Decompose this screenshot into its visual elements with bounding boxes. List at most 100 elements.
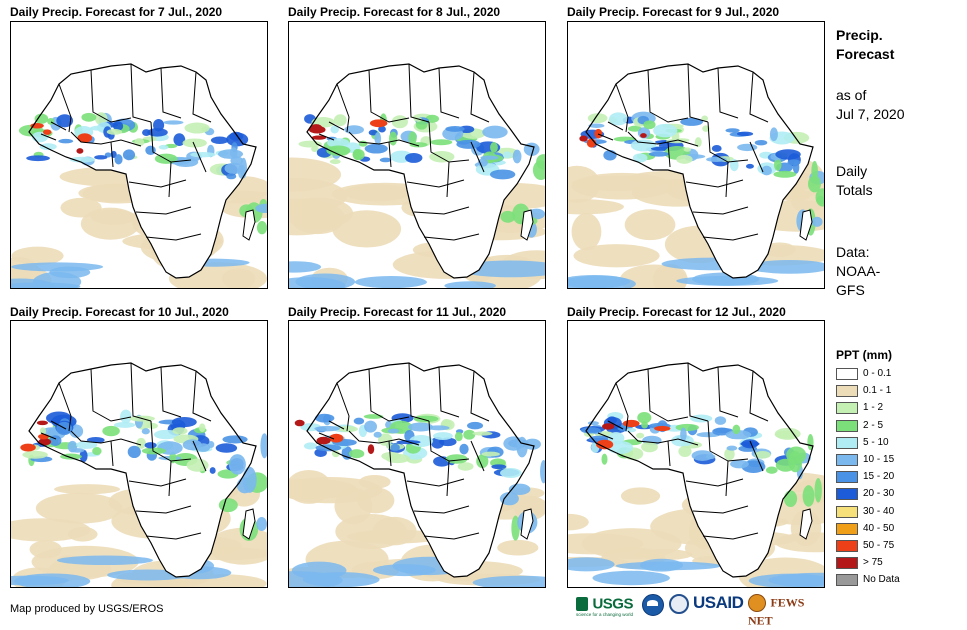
country-border (687, 362, 709, 422)
rain-cell (76, 440, 98, 449)
forecast-map-5 (288, 320, 546, 588)
country-border (110, 440, 114, 467)
rain-cell (609, 112, 628, 126)
country-border (717, 366, 739, 418)
country-border (368, 368, 410, 422)
rain-cell (754, 451, 771, 459)
country-border (160, 366, 182, 418)
light-rain-area (357, 487, 395, 514)
rain-cell (186, 458, 209, 472)
legend-label: 15 - 20 (863, 471, 895, 483)
country-border (725, 460, 729, 497)
rain-cell (358, 140, 368, 147)
country-border (318, 133, 335, 141)
country-border (40, 133, 57, 141)
rain-cell (146, 422, 158, 429)
country-border (438, 366, 460, 418)
heavy-rain-cell (37, 433, 49, 440)
rain-cell (352, 148, 362, 161)
country-border (692, 505, 749, 514)
rain-cell (190, 152, 216, 158)
rain-cell (773, 170, 797, 178)
country-border (50, 420, 67, 430)
light-rain-area (60, 197, 102, 218)
light-rain-area (624, 209, 676, 241)
forecast-map-4 (10, 320, 268, 588)
country-border (388, 440, 392, 467)
legend-swatch (836, 488, 858, 501)
country-border (413, 206, 470, 215)
legend-label: 50 - 75 (863, 540, 895, 551)
heavy-rain-cell (316, 436, 331, 445)
country-border (328, 121, 345, 131)
country-border (470, 370, 490, 422)
heavy-rain-cell (308, 125, 326, 134)
country-border (685, 179, 744, 188)
country-border (749, 440, 764, 472)
rain-cell (378, 125, 386, 133)
legend-swatch (836, 557, 858, 570)
east-coast-rain (228, 454, 246, 475)
heavy-rain-cell (329, 433, 344, 443)
forecast-map-2 (288, 21, 546, 289)
legend-label: 1 - 2 (863, 402, 884, 414)
rain-cell (641, 421, 648, 429)
rain-cell (632, 153, 648, 163)
rain-cell (775, 149, 801, 160)
heavy-rain-cell (20, 443, 36, 452)
southern-ocean-rain (289, 261, 322, 273)
africa-map-svg (11, 362, 267, 587)
southern-ocean-rain (568, 557, 615, 572)
forecast-map-3 (567, 21, 825, 289)
country-border (627, 131, 699, 147)
rain-cell (58, 138, 74, 144)
east-coast-rain (783, 490, 798, 508)
light-rain-area (568, 165, 601, 204)
legend-label: 0 - 0.1 (863, 368, 892, 379)
rain-cell (94, 112, 108, 126)
country-border (470, 71, 490, 123)
country-border (130, 362, 152, 422)
rain-cell (391, 115, 408, 129)
country-border (725, 161, 729, 198)
east-coast-rain (499, 492, 519, 506)
country-border (328, 420, 345, 430)
rain-cell (512, 149, 522, 164)
rain-cell (754, 140, 768, 146)
noaa-bird-icon (647, 600, 658, 606)
rain-cell (198, 423, 206, 432)
country-border (470, 440, 485, 472)
country-border (707, 420, 749, 462)
legend-swatch (836, 505, 858, 518)
rain-cell (490, 142, 498, 153)
east-coast-rain (536, 154, 545, 170)
light-rain-area (289, 157, 342, 192)
legend-title: PPT (mm) (836, 348, 893, 362)
rain-cell (209, 467, 216, 474)
rain-cell (457, 462, 474, 471)
rain-cell (314, 425, 340, 432)
rain-cell (588, 123, 605, 128)
country-border (749, 71, 769, 123)
map-credit: Map produced by USGS/EROS (10, 603, 164, 615)
heavy-rain-cell (602, 423, 615, 430)
rain-cell (153, 118, 165, 132)
legend-label: 10 - 15 (863, 454, 895, 465)
country-border (597, 432, 614, 440)
country-border (348, 430, 420, 446)
rain-cell (145, 145, 156, 155)
africa-coastline (28, 63, 257, 279)
rain-cell (500, 468, 522, 478)
country-border (160, 67, 182, 119)
rain-cell (745, 163, 754, 169)
rain-cell (502, 151, 512, 159)
rain-cell (476, 454, 489, 469)
rain-cell (711, 144, 722, 152)
africa-land (29, 363, 256, 577)
rain-cell (69, 156, 96, 163)
heavy-rain-cell (294, 419, 305, 427)
forecast-map-1 (10, 21, 268, 289)
country-border (50, 121, 67, 131)
country-border (408, 63, 430, 123)
rain-cell (381, 451, 401, 461)
